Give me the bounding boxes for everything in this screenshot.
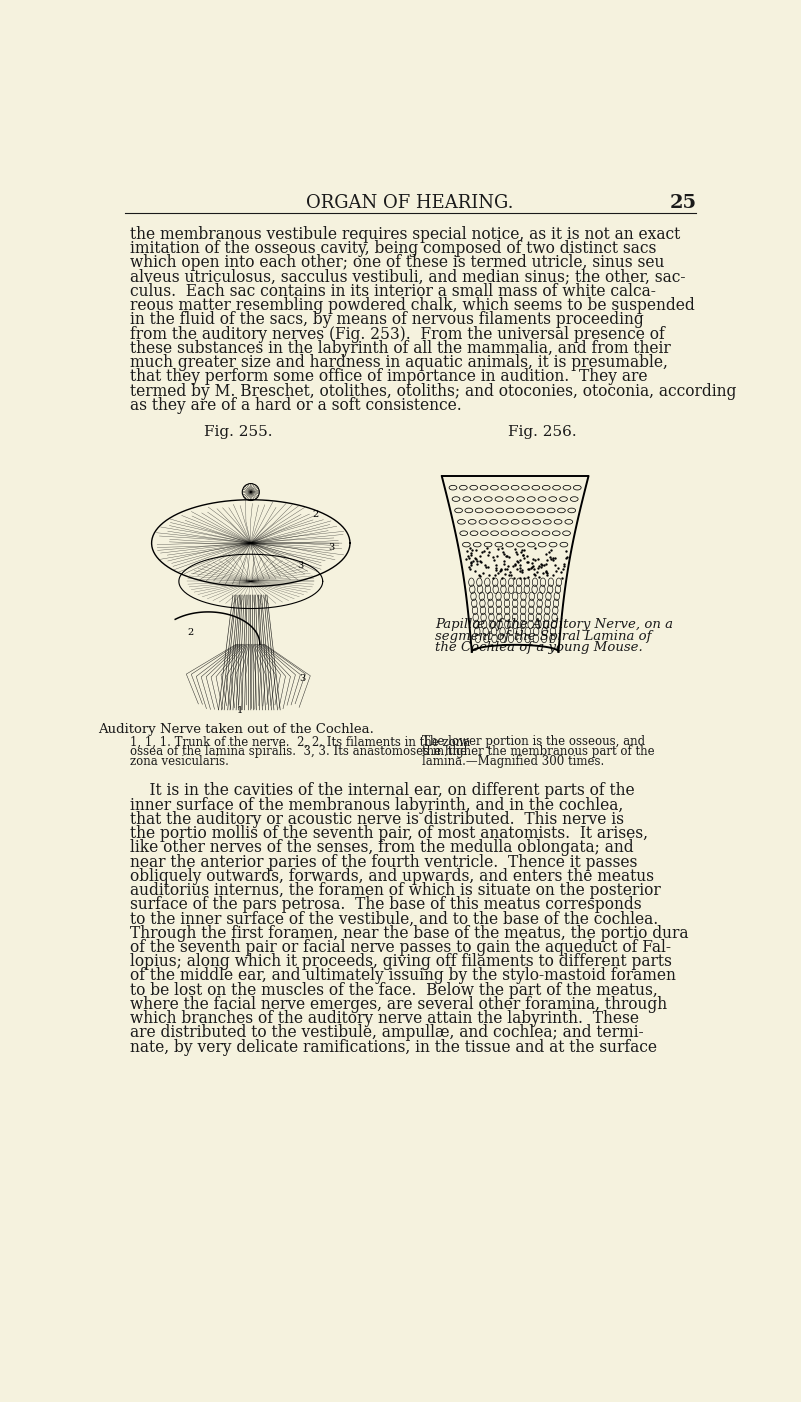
Text: lamina.—Magnified 300 times.: lamina.—Magnified 300 times.: [422, 756, 604, 768]
Text: reous matter resembling powdered chalk, which seems to be suspended: reous matter resembling powdered chalk, …: [130, 297, 694, 314]
Text: from the auditory nerves (Fig. 253).  From the universal presence of: from the auditory nerves (Fig. 253). Fro…: [130, 325, 664, 342]
Text: termed by M. Breschet, otolithes, otoliths; and otoconies, otoconia, according: termed by M. Breschet, otolithes, otolit…: [130, 383, 736, 400]
Text: ORGAN OF HEARING.: ORGAN OF HEARING.: [306, 193, 514, 212]
Text: 2: 2: [312, 510, 319, 519]
Text: ossea of the lamina spiralis.  3, 3. Its anastomoses in the: ossea of the lamina spiralis. 3, 3. Its …: [130, 746, 466, 758]
Text: 3: 3: [297, 561, 304, 569]
Text: which branches of the auditory nerve attain the labyrinth.  These: which branches of the auditory nerve att…: [130, 1011, 638, 1028]
Text: these substances in the labyrinth of all the mammalia, and from their: these substances in the labyrinth of all…: [130, 339, 670, 358]
Text: imitation of the osseous cavity, being composed of two distinct sacs: imitation of the osseous cavity, being c…: [130, 240, 656, 257]
Text: of the seventh pair or facial nerve passes to gain the aqueduct of Fal-: of the seventh pair or facial nerve pass…: [130, 939, 670, 956]
Text: much greater size and hardness in aquatic animals, it is presumable,: much greater size and hardness in aquati…: [130, 355, 667, 372]
Text: obliquely outwards, forwards, and upwards, and enters the meatus: obliquely outwards, forwards, and upward…: [130, 868, 654, 885]
Text: to the inner surface of the vestibule, and to the base of the cochlea.: to the inner surface of the vestibule, a…: [130, 910, 658, 928]
Text: that they perform some office of importance in audition.  They are: that they perform some office of importa…: [130, 369, 647, 386]
Text: alveus utriculosus, sacculus vestibuli, and median sinus; the other, sac-: alveus utriculosus, sacculus vestibuli, …: [130, 269, 685, 286]
Text: auditorius internus, the foramen of which is situate on the posterior: auditorius internus, the foramen of whic…: [130, 882, 660, 899]
Text: 3: 3: [328, 543, 334, 551]
Text: Papillæ of the Auditory Nerve, on a: Papillæ of the Auditory Nerve, on a: [435, 618, 673, 631]
Text: which open into each other; one of these is termed utricle, sinus seu: which open into each other; one of these…: [130, 255, 664, 272]
Text: It is in the cavities of the internal ear, on different parts of the: It is in the cavities of the internal ea…: [130, 782, 634, 799]
Text: as they are of a hard or a soft consistence.: as they are of a hard or a soft consiste…: [130, 397, 461, 414]
Text: to be lost on the muscles of the face.  Below the part of the meatus,: to be lost on the muscles of the face. B…: [130, 981, 658, 998]
Text: Fig. 255.: Fig. 255.: [203, 425, 272, 439]
Text: the portio mollis of the seventh pair, of most anatomists.  It arises,: the portio mollis of the seventh pair, o…: [130, 824, 647, 843]
Text: 2: 2: [187, 628, 194, 637]
Text: 25: 25: [670, 193, 697, 212]
Text: the Cochlea of a young Mouse.: the Cochlea of a young Mouse.: [435, 641, 642, 655]
Text: surface of the pars petrosa.  The base of this meatus corresponds: surface of the pars petrosa. The base of…: [130, 896, 641, 913]
Text: lopius; along which it proceeds, giving off filaments to different parts: lopius; along which it proceeds, giving …: [130, 953, 671, 970]
Text: where the facial nerve emerges, are several other foramina, through: where the facial nerve emerges, are seve…: [130, 995, 666, 1014]
Text: culus.  Each sac contains in its interior a small mass of white calca-: culus. Each sac contains in its interior…: [130, 283, 655, 300]
Text: that the auditory or acoustic nerve is distributed.  This nerve is: that the auditory or acoustic nerve is d…: [130, 810, 623, 827]
Text: the membranous vestibule requires special notice, as it is not an exact: the membranous vestibule requires specia…: [130, 226, 680, 243]
Text: the higher the membranous part of the: the higher the membranous part of the: [422, 746, 654, 758]
Text: are distributed to the vestibule, ampullæ, and cochlea; and termi-: are distributed to the vestibule, ampull…: [130, 1025, 643, 1042]
Text: Fig. 256.: Fig. 256.: [508, 425, 576, 439]
Text: in the fluid of the sacs, by means of nervous filaments proceeding: in the fluid of the sacs, by means of ne…: [130, 311, 643, 328]
Text: Through the first foramen, near the base of the meatus, the portio dura: Through the first foramen, near the base…: [130, 925, 688, 942]
Text: Auditory Nerve taken out of the Cochlea.: Auditory Nerve taken out of the Cochlea.: [98, 723, 374, 736]
Text: zona vesicularis.: zona vesicularis.: [130, 756, 228, 768]
Text: 1: 1: [237, 707, 243, 715]
Text: inner surface of the membranous labyrinth, and in the cochlea,: inner surface of the membranous labyrint…: [130, 796, 623, 813]
Text: of the middle ear, and ultimately issuing by the stylo-mastoid foramen: of the middle ear, and ultimately issuin…: [130, 967, 675, 984]
Text: 1, 1, 1. Trunk of the nerve.  2, 2. Its filaments in the zona: 1, 1, 1. Trunk of the nerve. 2, 2. Its f…: [130, 735, 470, 749]
Text: like other nerves of the senses, from the medulla oblongata; and: like other nerves of the senses, from th…: [130, 840, 634, 857]
Text: 3: 3: [299, 673, 305, 683]
Text: segment of the Spiral Lamina of: segment of the Spiral Lamina of: [435, 629, 651, 644]
Text: The lower portion is the osseous, and: The lower portion is the osseous, and: [422, 735, 645, 749]
Text: nate, by very delicate ramifications, in the tissue and at the surface: nate, by very delicate ramifications, in…: [130, 1039, 657, 1056]
Text: near the anterior paries of the fourth ventricle.  Thence it passes: near the anterior paries of the fourth v…: [130, 854, 637, 871]
